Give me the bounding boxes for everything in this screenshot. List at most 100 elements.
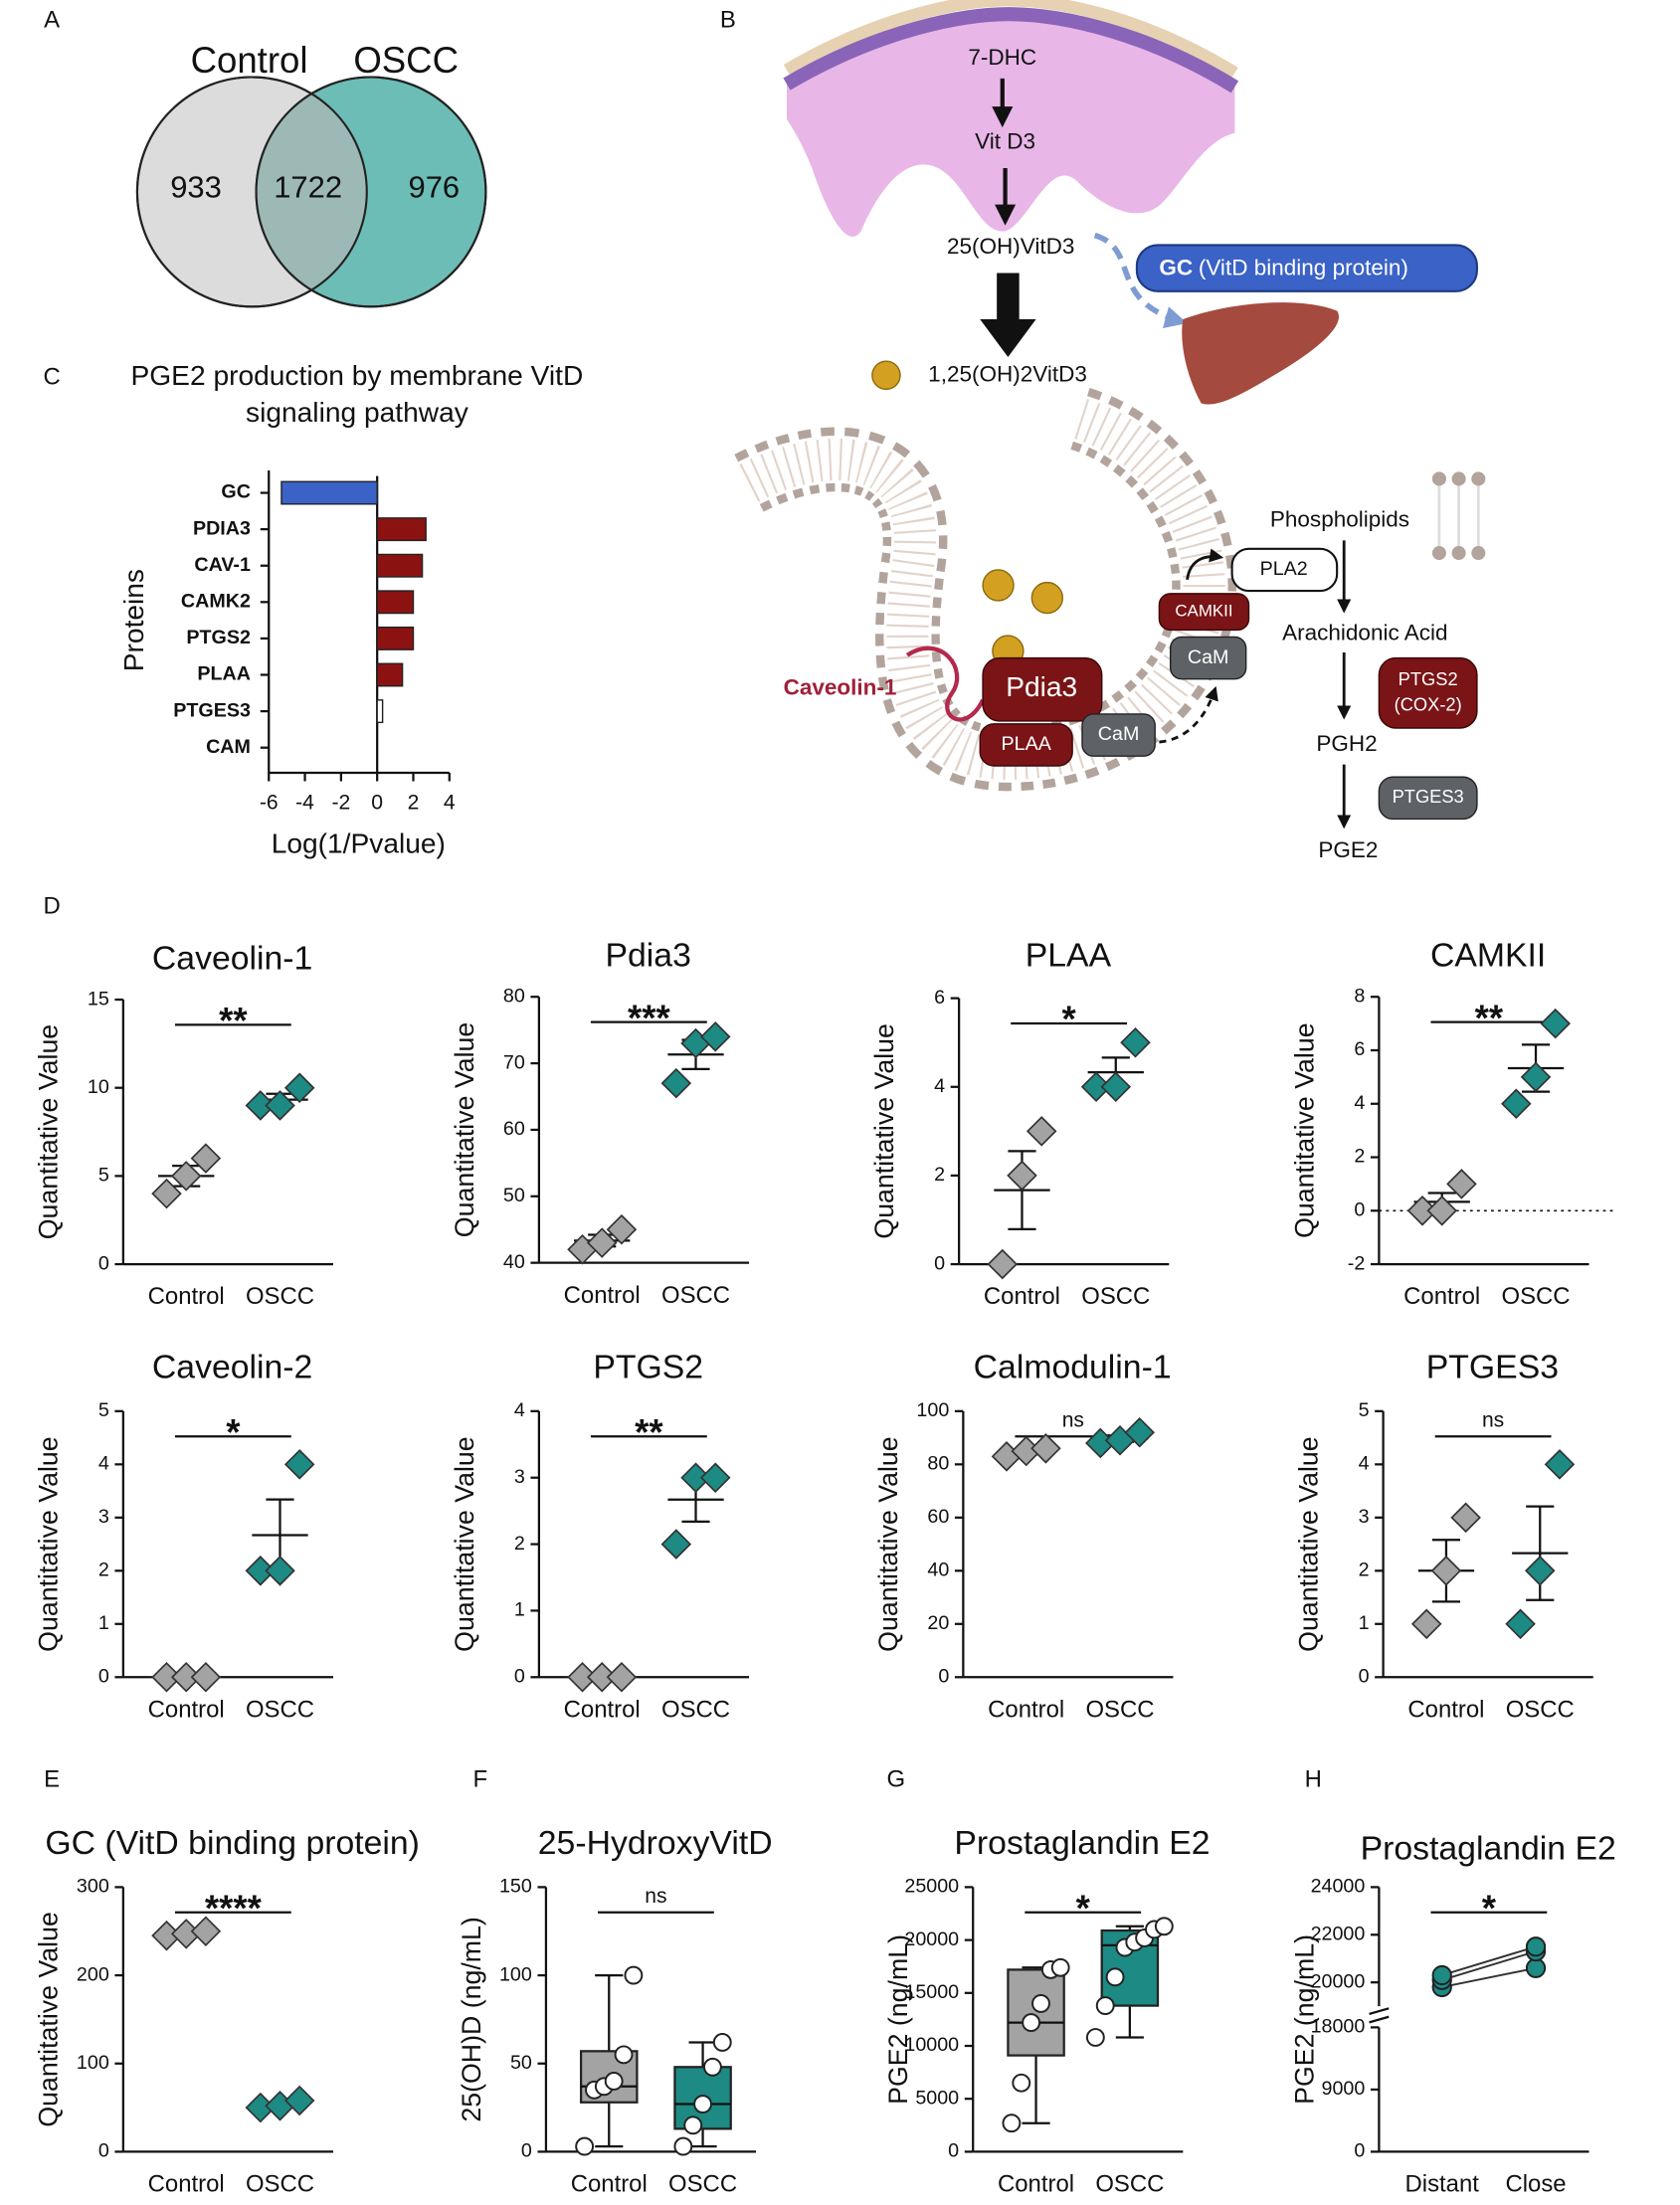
chart-title: Prostaglandin E2 bbox=[954, 1824, 1210, 1862]
whisker-low bbox=[688, 2128, 717, 2148]
data-point bbox=[614, 2045, 634, 2065]
label: (VitD binding protein) bbox=[1199, 255, 1408, 279]
x-axis-label: Log(1/Pvalue) bbox=[272, 828, 446, 859]
y-tick-label: 15000 bbox=[904, 1981, 959, 2003]
y-axis-label: Quantitative Value bbox=[34, 1024, 64, 1240]
significance-label: ** bbox=[219, 1001, 248, 1041]
set-label: Control bbox=[191, 40, 308, 81]
x-tick-label: OSCC bbox=[1501, 1283, 1570, 1310]
pair-line bbox=[1441, 1945, 1537, 1976]
data-point bbox=[1430, 1556, 1462, 1586]
y-axis-label: Quantitative Value bbox=[450, 1022, 479, 1238]
data-point bbox=[1525, 1936, 1547, 1957]
panel-label: G bbox=[886, 1766, 905, 1793]
chart-title-box: PGE2 production by membrane VitD signali… bbox=[131, 361, 584, 429]
y-axis-label: Quantitative Value bbox=[869, 1023, 899, 1239]
x-tick-label: OSCC bbox=[661, 1282, 730, 1309]
data-point bbox=[683, 2115, 703, 2135]
data-point bbox=[987, 1248, 1019, 1280]
venn-overlap bbox=[256, 77, 367, 307]
y-tick-label: 6 bbox=[934, 987, 945, 1009]
significance-label: ns bbox=[645, 1885, 666, 1908]
panel-label: H bbox=[1305, 1766, 1322, 1793]
panel-label: F bbox=[472, 1766, 487, 1793]
y-axis-label: Quantitative Value bbox=[873, 1436, 903, 1652]
label: Vit D3 bbox=[975, 129, 1035, 154]
vitd-molecule bbox=[871, 360, 901, 391]
x-tick-label: 0 bbox=[371, 792, 383, 815]
label: GC bbox=[1159, 255, 1193, 279]
data-point bbox=[1050, 1957, 1070, 1977]
data-point bbox=[660, 1067, 692, 1099]
data-point bbox=[1026, 1116, 1057, 1147]
y-tick-label: 100 bbox=[499, 1963, 532, 1985]
chart-title: CAMKII bbox=[1430, 937, 1546, 975]
data-point bbox=[1505, 1608, 1536, 1640]
y-tick-label: PLAA bbox=[197, 663, 251, 685]
y-tick-label: 40 bbox=[503, 1251, 525, 1273]
y-tick-label: 0 bbox=[98, 1252, 109, 1274]
pathway-diagram: 7-DHC Vit D3 25(OH)VitD3 GC (VitD binding… bbox=[734, 0, 1486, 862]
lipid-head bbox=[1451, 471, 1466, 486]
y-tick-label: 0 bbox=[948, 2140, 959, 2162]
x-tick-label: OSCC bbox=[246, 1696, 314, 1723]
y-tick-label: 5 bbox=[98, 1165, 109, 1187]
y-tick-label: PTGES3 bbox=[173, 699, 251, 721]
y-tick-label: 300 bbox=[77, 1876, 109, 1898]
data-point bbox=[151, 1178, 182, 1209]
y-tick-label: 150 bbox=[499, 1876, 532, 1898]
y-tick-label: 24000 bbox=[1311, 1876, 1366, 1898]
camkii-box bbox=[1158, 593, 1250, 632]
label: CAMKII bbox=[1175, 602, 1232, 621]
y-tick-label: 0 bbox=[938, 1665, 949, 1687]
bar bbox=[376, 626, 415, 650]
box bbox=[1007, 1968, 1065, 2057]
x-tick-label: Control bbox=[148, 1283, 225, 1310]
data-point bbox=[693, 2095, 712, 2113]
y-tick-label: 50 bbox=[503, 1185, 525, 1206]
data-point bbox=[283, 1449, 315, 1480]
y-tick-label: 4 bbox=[98, 1453, 109, 1475]
label: 1,25(OH)2VitD3 bbox=[928, 361, 1087, 386]
y-tick-label: 0 bbox=[514, 1665, 525, 1687]
pair-line bbox=[1441, 1966, 1537, 1988]
x-tick-label: Control bbox=[571, 2171, 648, 2198]
data-point bbox=[1100, 1071, 1132, 1103]
data-point bbox=[283, 2085, 315, 2116]
label: PTGS2 bbox=[1399, 668, 1458, 689]
region-count: 1722 bbox=[274, 169, 342, 204]
panel-label: A bbox=[44, 7, 60, 34]
x-tick-label: Control bbox=[148, 1696, 225, 1723]
data-point bbox=[1124, 1416, 1155, 1448]
data-point bbox=[660, 1529, 692, 1560]
data-point bbox=[1525, 1957, 1547, 1978]
x-tick-label: OSCC bbox=[1081, 1283, 1150, 1310]
y-tick-label: 2 bbox=[514, 1533, 525, 1555]
y-tick-label: 0 bbox=[521, 2140, 532, 2162]
data-point bbox=[190, 1662, 222, 1693]
y-tick-label: 2 bbox=[98, 1560, 109, 1581]
data-point bbox=[265, 1090, 295, 1121]
y-tick-label: 4 bbox=[1354, 1092, 1365, 1114]
lipid-head bbox=[1471, 471, 1486, 486]
y-tick-label: -2 bbox=[1348, 1252, 1366, 1274]
dashed-arrow bbox=[1093, 232, 1188, 328]
panel-label: C bbox=[43, 363, 60, 390]
lipid-head bbox=[1431, 471, 1446, 486]
whisker-high bbox=[595, 1973, 624, 2052]
x-tick-label: Control bbox=[564, 1282, 641, 1309]
chart-title: PTGES3 bbox=[1426, 1349, 1559, 1386]
data-point bbox=[1120, 1026, 1151, 1058]
y-axis-label: Quantitative Value bbox=[450, 1436, 479, 1652]
label: Arachidonic Acid bbox=[1282, 621, 1447, 645]
x-tick-label: OSCC bbox=[668, 2171, 737, 2198]
chart-title: Caveolin-2 bbox=[152, 1349, 312, 1386]
y-tick-label: 10 bbox=[88, 1076, 109, 1098]
y-tick-label: 60 bbox=[503, 1118, 525, 1140]
x-tick-label: Control bbox=[564, 1696, 641, 1723]
x-tick-label: OSCC bbox=[246, 1283, 314, 1310]
y-tick-label: 0 bbox=[934, 1252, 945, 1274]
x-tick-label: Control bbox=[1407, 1696, 1484, 1723]
lipid-head bbox=[1451, 546, 1466, 561]
y-tick-label: 70 bbox=[503, 1051, 525, 1073]
